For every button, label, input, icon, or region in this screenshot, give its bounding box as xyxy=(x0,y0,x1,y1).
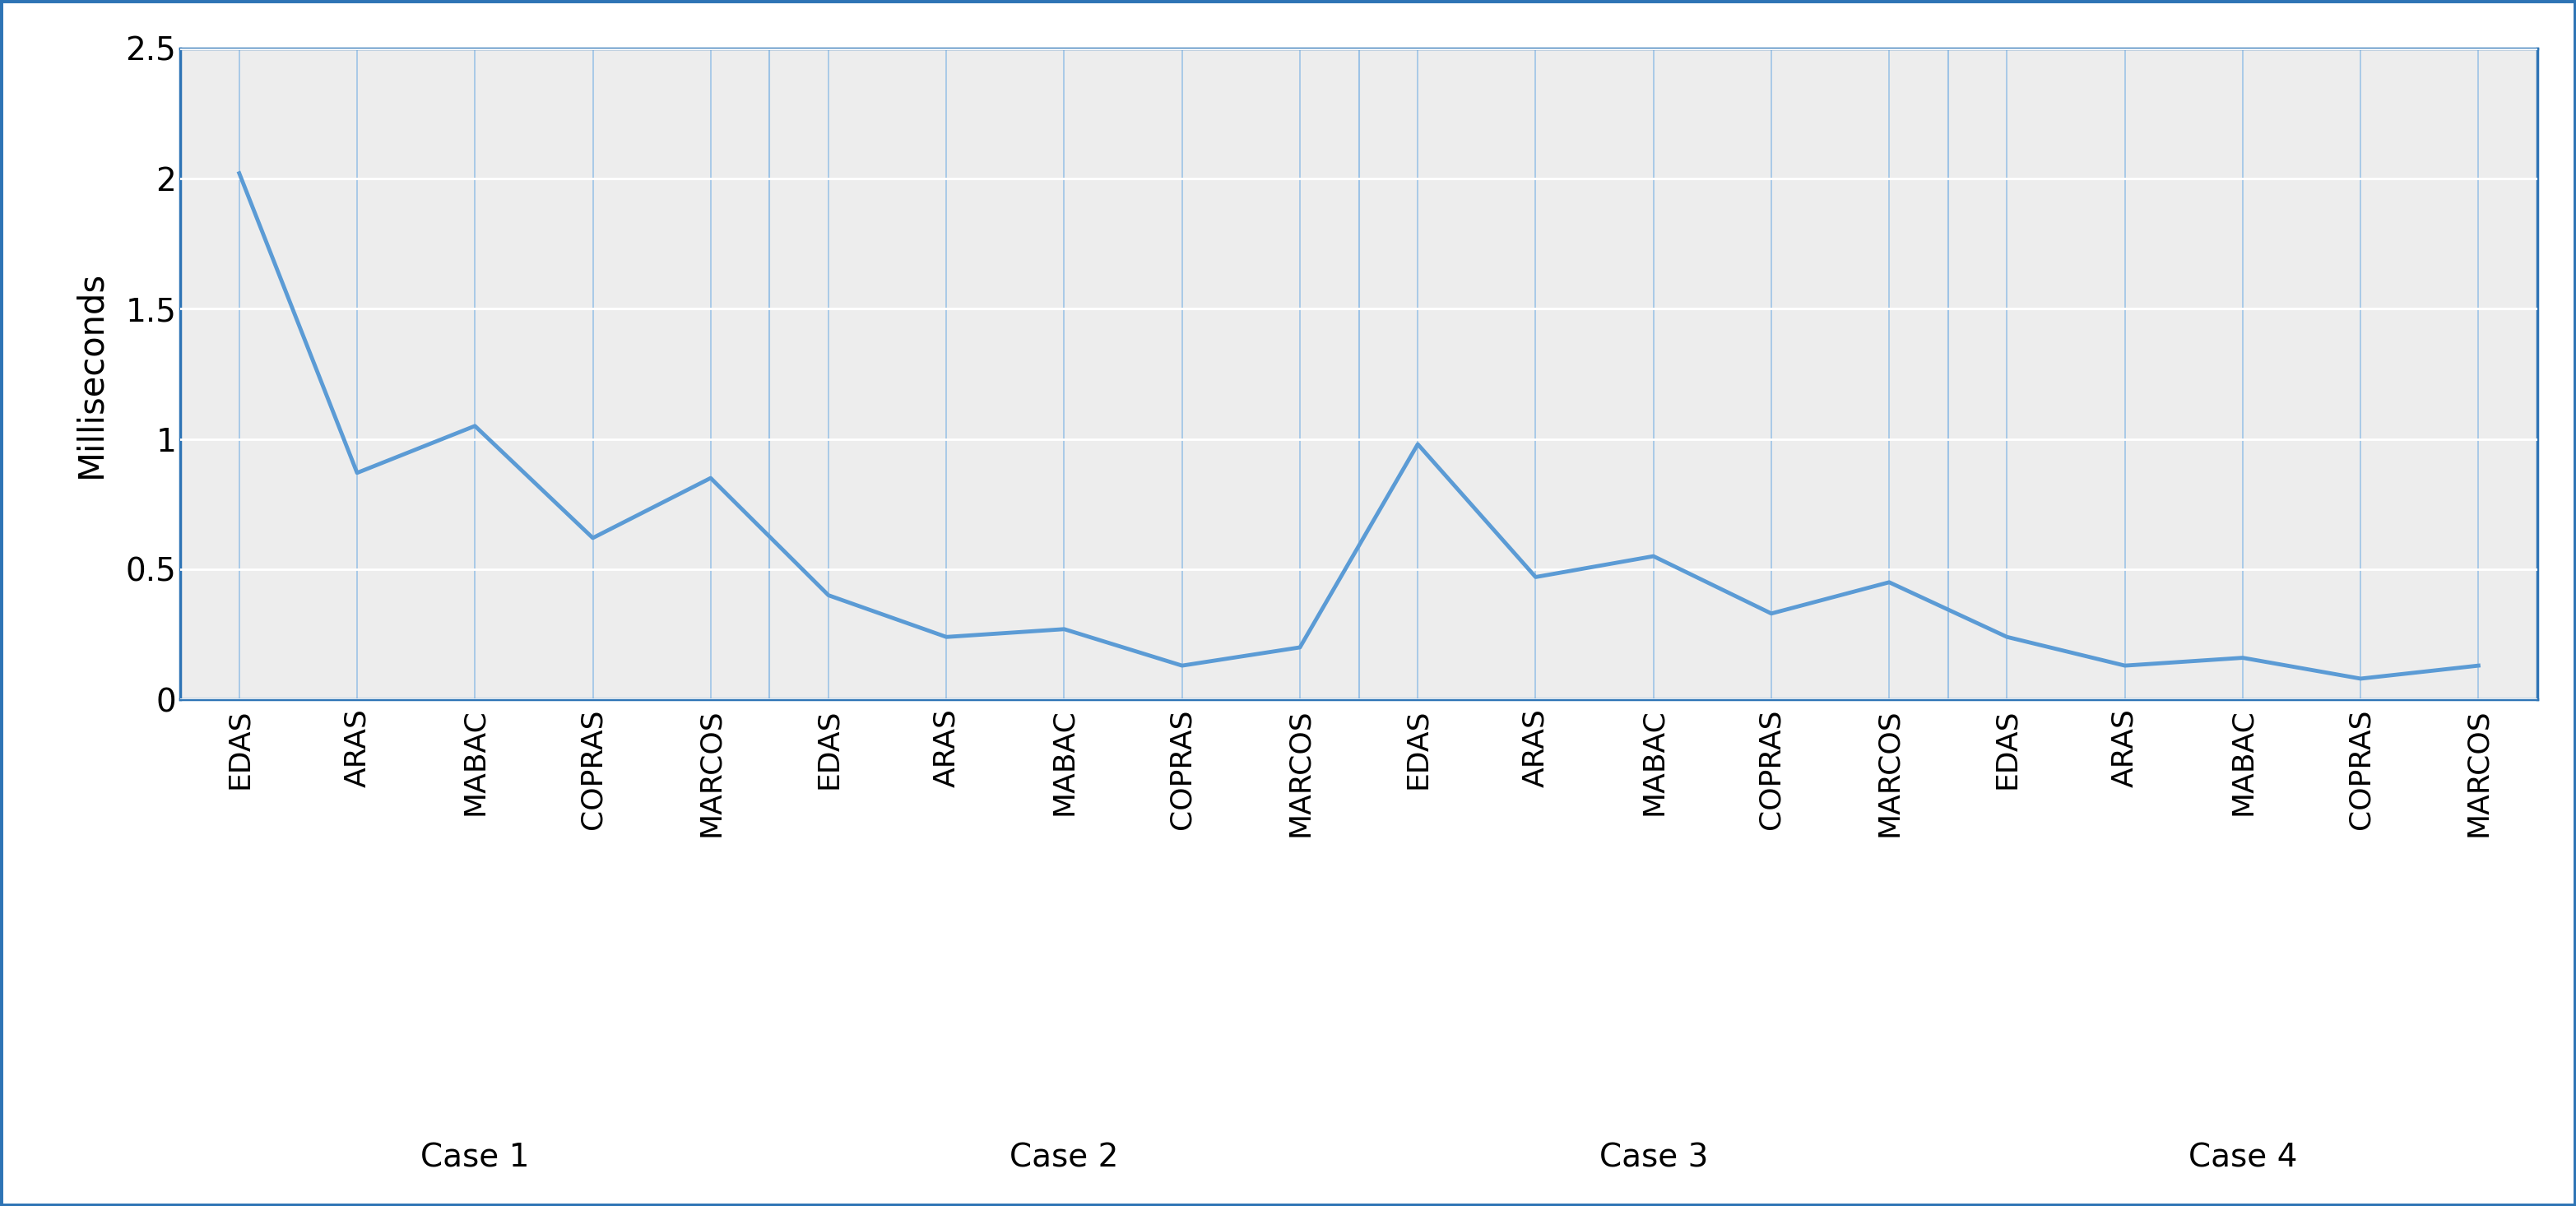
Text: Case 3: Case 3 xyxy=(1600,1142,1708,1173)
Y-axis label: Milliseconds: Milliseconds xyxy=(75,270,108,478)
Text: Case 2: Case 2 xyxy=(1010,1142,1118,1173)
Text: Case 1: Case 1 xyxy=(420,1142,531,1173)
Text: Case 4: Case 4 xyxy=(2187,1142,2298,1173)
